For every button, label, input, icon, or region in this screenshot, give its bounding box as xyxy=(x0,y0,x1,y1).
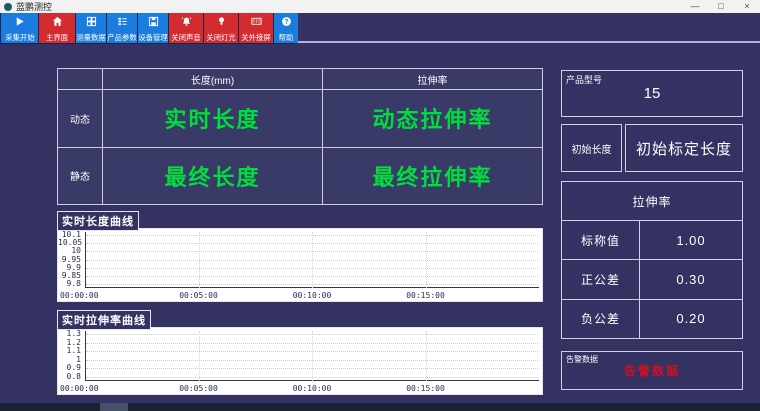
home-icon xyxy=(52,15,63,28)
product-model-value: 15 xyxy=(643,85,661,102)
y-axis-tick-label: 9.9 xyxy=(66,262,81,272)
elongation-table-title: 拉伸率 xyxy=(562,182,742,220)
help-button[interactable]: ? 帮助 xyxy=(274,13,298,43)
button-label: 关闭灯光 xyxy=(206,33,236,42)
svg-text:?: ? xyxy=(284,19,288,26)
light-off-button[interactable]: 关闭灯光 xyxy=(204,13,238,43)
row-label-static: 静态 xyxy=(58,147,102,204)
product-params-button[interactable]: 产品参数 xyxy=(107,13,137,43)
data-grid-icon xyxy=(86,15,97,28)
scrollbar-thumb[interactable] xyxy=(100,403,128,411)
device-manage-icon xyxy=(148,15,159,28)
elongation-chart-title: 实时拉伸率曲线 xyxy=(57,310,151,330)
length-chart-title: 实时长度曲线 xyxy=(57,211,139,231)
y-axis-tick-label: 9.85 xyxy=(61,270,81,280)
initial-calibrated-length-value: 初始标定长度 xyxy=(635,140,732,158)
column-header-length: 长度(mm) xyxy=(103,69,322,89)
button-label: 采集开始 xyxy=(4,33,35,42)
measurement-table: 长度(mm) 拉伸率 动态 实时长度 动态拉伸率 静态 最终长度 最终拉伸率 xyxy=(57,68,543,205)
x-axis-tick-label: 00:05:00 xyxy=(179,291,218,300)
external-screen-icon xyxy=(250,15,262,28)
main-screen-button[interactable]: 主界面 xyxy=(39,13,75,43)
help-icon: ? xyxy=(281,15,292,28)
alarm-data-label: 告警数据 xyxy=(566,355,598,364)
measure-data-button[interactable]: 测量数据 xyxy=(76,13,106,43)
plus-tolerance-label: 正公差 xyxy=(562,260,639,299)
device-manage-button[interactable]: 设备管理 xyxy=(138,13,168,43)
nominal-label: 标称值 xyxy=(562,221,639,260)
y-axis-tick-label: 9.95 xyxy=(61,254,81,264)
plus-tolerance-value: 0.30 xyxy=(640,260,742,299)
length-chart-plot: 10.1 10.05 10 9.95 9.9 9.85 9.8 00:00:00 00:05:0… xyxy=(57,228,543,302)
window-title: 蓝鹏测控 xyxy=(16,2,53,12)
minimize-button[interactable]: — xyxy=(690,1,700,11)
minus-tolerance-label: 负公差 xyxy=(562,299,639,338)
lamp-icon xyxy=(216,15,227,28)
toolbar-separator xyxy=(0,41,760,43)
window-controls: — □ × xyxy=(682,0,760,13)
y-axis-tick-label: 10.05 xyxy=(58,238,83,248)
x-axis-tick-label: 00:05:00 xyxy=(179,384,218,393)
play-icon xyxy=(14,15,25,28)
x-axis-tick-label: 00:00:00 xyxy=(60,291,99,300)
elongation-chart-plot: 1.3 1.2 1.1 1 0.9 0.8 00:00:00 00:05:00 00:10:00… xyxy=(57,327,543,395)
sound-off-button[interactable]: 关闭声音 xyxy=(169,13,203,43)
final-elongation-value: 最终拉伸率 xyxy=(323,147,542,204)
y-axis-tick-label: 0.9 xyxy=(66,363,81,373)
alarm-data-value: 告警数据 xyxy=(623,364,680,378)
x-axis-tick-label: 00:15:00 xyxy=(406,291,445,300)
initial-length-label: 初始长度 xyxy=(571,144,612,156)
final-length-value: 最终长度 xyxy=(103,147,322,204)
product-model-label: 产品型号 xyxy=(566,75,603,85)
alarm-bell-icon xyxy=(181,15,192,28)
titlebar: 蓝鹏测控 — □ × xyxy=(0,0,760,13)
app-logo-icon xyxy=(4,2,12,11)
elongation-tolerance-table: 拉伸率 标称值 1.00 正公差 0.30 负公差 0.20 xyxy=(561,181,743,339)
dynamic-elongation-value: 动态拉伸率 xyxy=(323,90,542,147)
x-axis-tick-label: 00:10:00 xyxy=(292,291,332,300)
button-label: 关外接屏 xyxy=(241,33,271,42)
y-axis-tick-label: 10 xyxy=(71,246,81,256)
alarm-data-box: 告警数据 告警数据 xyxy=(561,351,743,390)
y-axis-tick-label: 1 xyxy=(76,354,81,364)
realtime-length-value: 实时长度 xyxy=(103,90,322,147)
row-label-dynamic: 动态 xyxy=(58,90,102,147)
button-label: 主界面 xyxy=(45,33,69,42)
y-axis-tick-label: 1.1 xyxy=(66,346,81,356)
button-label: 设备管理 xyxy=(138,33,168,42)
toolbar: 采集开始 主界面 测量数据 产品参数 设备管理 xyxy=(0,12,298,44)
button-label: 测量数据 xyxy=(76,33,106,42)
button-label: 产品参数 xyxy=(107,33,137,42)
y-axis-tick-label: 10.1 xyxy=(61,230,81,239)
x-axis-tick-label: 00:10:00 xyxy=(292,384,332,393)
y-axis-tick-label: 1.3 xyxy=(66,329,81,338)
external-screen-off-button[interactable]: 关外接屏 xyxy=(239,13,273,43)
table-corner-cell xyxy=(58,69,102,89)
button-label: 帮助 xyxy=(278,33,294,42)
start-collect-button[interactable]: 采集开始 xyxy=(1,13,38,43)
close-button[interactable]: × xyxy=(744,1,750,11)
x-axis-tick-label: 00:15:00 xyxy=(406,384,445,393)
column-header-elongation: 拉伸率 xyxy=(323,69,542,89)
button-label: 关闭声音 xyxy=(171,33,201,42)
initial-length-label-box: 初始长度 xyxy=(561,124,622,172)
product-model-box: 产品型号 15 xyxy=(561,70,743,117)
x-axis-tick-label: 00:00:00 xyxy=(60,384,99,393)
y-axis-tick-label: 9.8 xyxy=(66,279,81,288)
product-params-icon xyxy=(117,15,128,28)
maximize-button[interactable]: □ xyxy=(718,1,724,11)
horizontal-scrollbar[interactable] xyxy=(0,403,760,411)
nominal-value: 1.00 xyxy=(640,221,742,260)
y-axis-tick-label: 1.2 xyxy=(66,337,81,347)
y-axis-tick-label: 0.8 xyxy=(66,372,81,381)
initial-length-value-box: 初始标定长度 xyxy=(625,124,743,172)
minus-tolerance-value: 0.20 xyxy=(640,299,742,338)
